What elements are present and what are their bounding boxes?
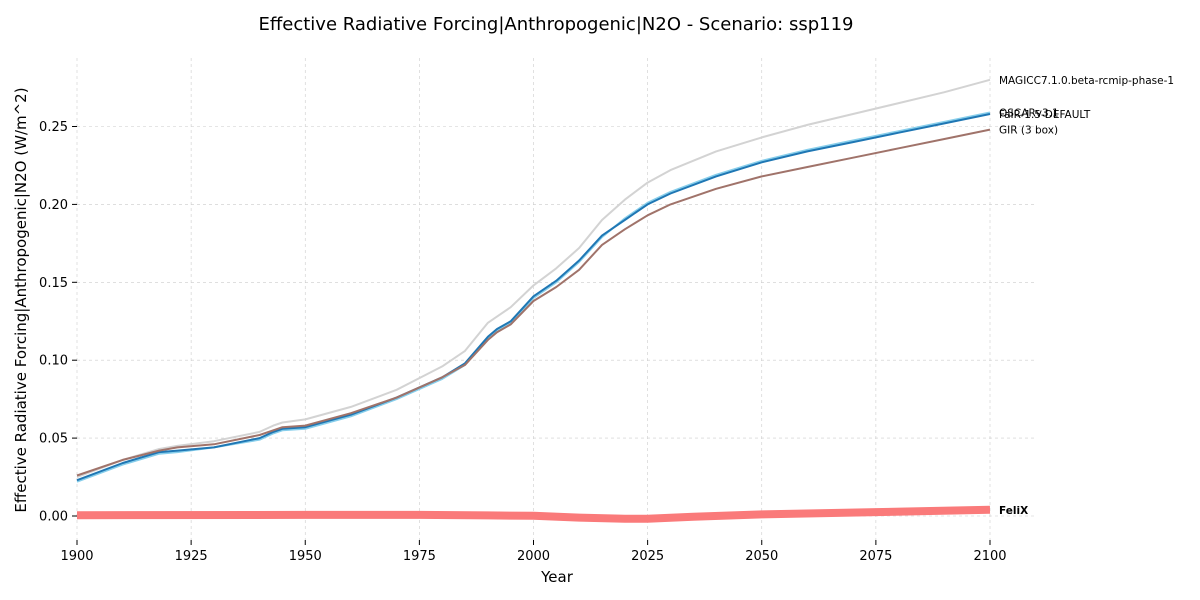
x-tick-label: 1900 (60, 549, 93, 564)
y-axis-ticks: 0.00 0.05 0.10 0.15 0.20 0.25 (39, 120, 77, 525)
y-axis-label: Effective Radiative Forcing|Anthropogeni… (12, 87, 30, 512)
series-line (76, 113, 991, 482)
x-tick-label: 2000 (517, 549, 550, 564)
series-line (76, 111, 991, 483)
series-line (76, 128, 991, 477)
series-line (76, 505, 991, 523)
series-label: OSCARv3.1 (999, 107, 1059, 119)
series-label: FaIR-1.5-DEFAULT (999, 109, 1091, 121)
series-label: MAGICC7.1.0.beta-rcmip-phase-1 (999, 75, 1174, 87)
x-axis-label: Year (540, 568, 574, 586)
series-lines (76, 78, 991, 523)
x-tick-label: 2050 (745, 549, 778, 564)
x-tick-label: 2075 (859, 549, 892, 564)
x-axis-ticks: 1900 1925 1950 1975 2000 2025 2050 2075 2100 (60, 540, 1007, 564)
y-tick-label: 0.00 (39, 510, 68, 525)
y-tick-label: 0.05 (39, 432, 68, 447)
y-tick-label: 0.10 (39, 354, 68, 369)
grid (76, 58, 1035, 540)
x-tick-label: 1975 (403, 549, 436, 564)
y-tick-label: 0.15 (39, 276, 68, 291)
series-line (76, 78, 991, 479)
chart-title: Effective Radiative Forcing|Anthropogeni… (259, 14, 854, 35)
series-labels: MAGICC7.1.0.beta-rcmip-phase-1OSCARv3.1F… (999, 75, 1174, 517)
x-tick-label: 2100 (973, 549, 1006, 564)
series-label: FeliX (999, 505, 1028, 517)
x-tick-label: 1950 (289, 549, 322, 564)
y-tick-label: 0.20 (39, 198, 68, 213)
series-label: GIR (3 box) (999, 125, 1058, 137)
x-tick-label: 1925 (175, 549, 208, 564)
x-tick-label: 2025 (631, 549, 664, 564)
y-tick-label: 0.25 (39, 120, 68, 135)
